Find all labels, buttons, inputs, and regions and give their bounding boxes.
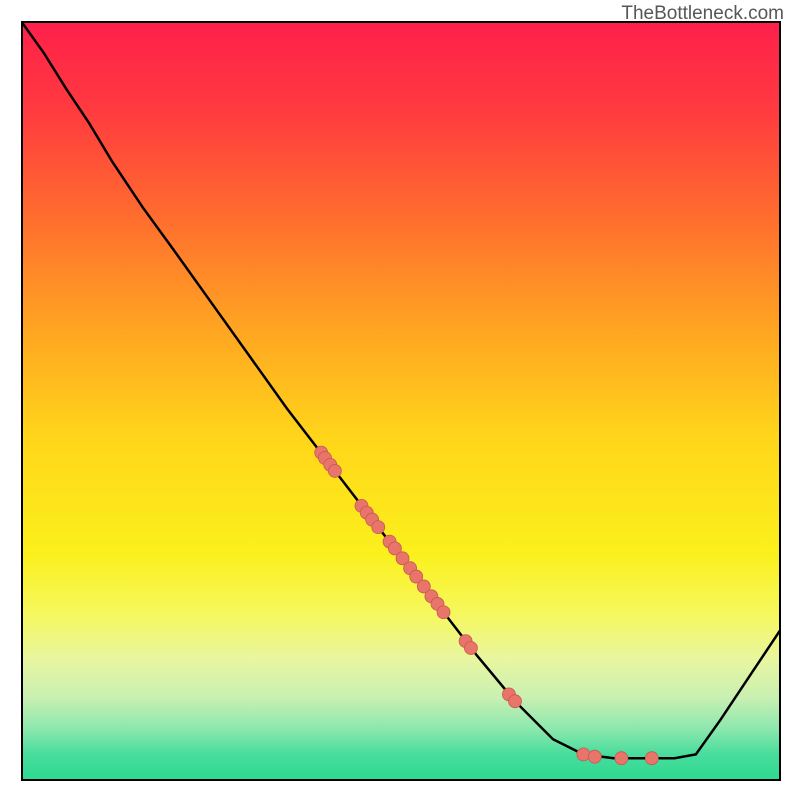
marker-point (577, 748, 590, 761)
chart-container: TheBottleneck.com (0, 0, 800, 800)
marker-point (615, 752, 628, 765)
marker-point (328, 464, 341, 477)
watermark-text: TheBottleneck.com (621, 3, 784, 25)
marker-point (588, 750, 601, 763)
data-markers (21, 21, 781, 781)
marker-point (509, 695, 522, 708)
marker-point (372, 521, 385, 534)
plot-area (21, 21, 781, 781)
marker-point (645, 752, 658, 765)
marker-point (437, 606, 450, 619)
marker-point (464, 642, 477, 655)
